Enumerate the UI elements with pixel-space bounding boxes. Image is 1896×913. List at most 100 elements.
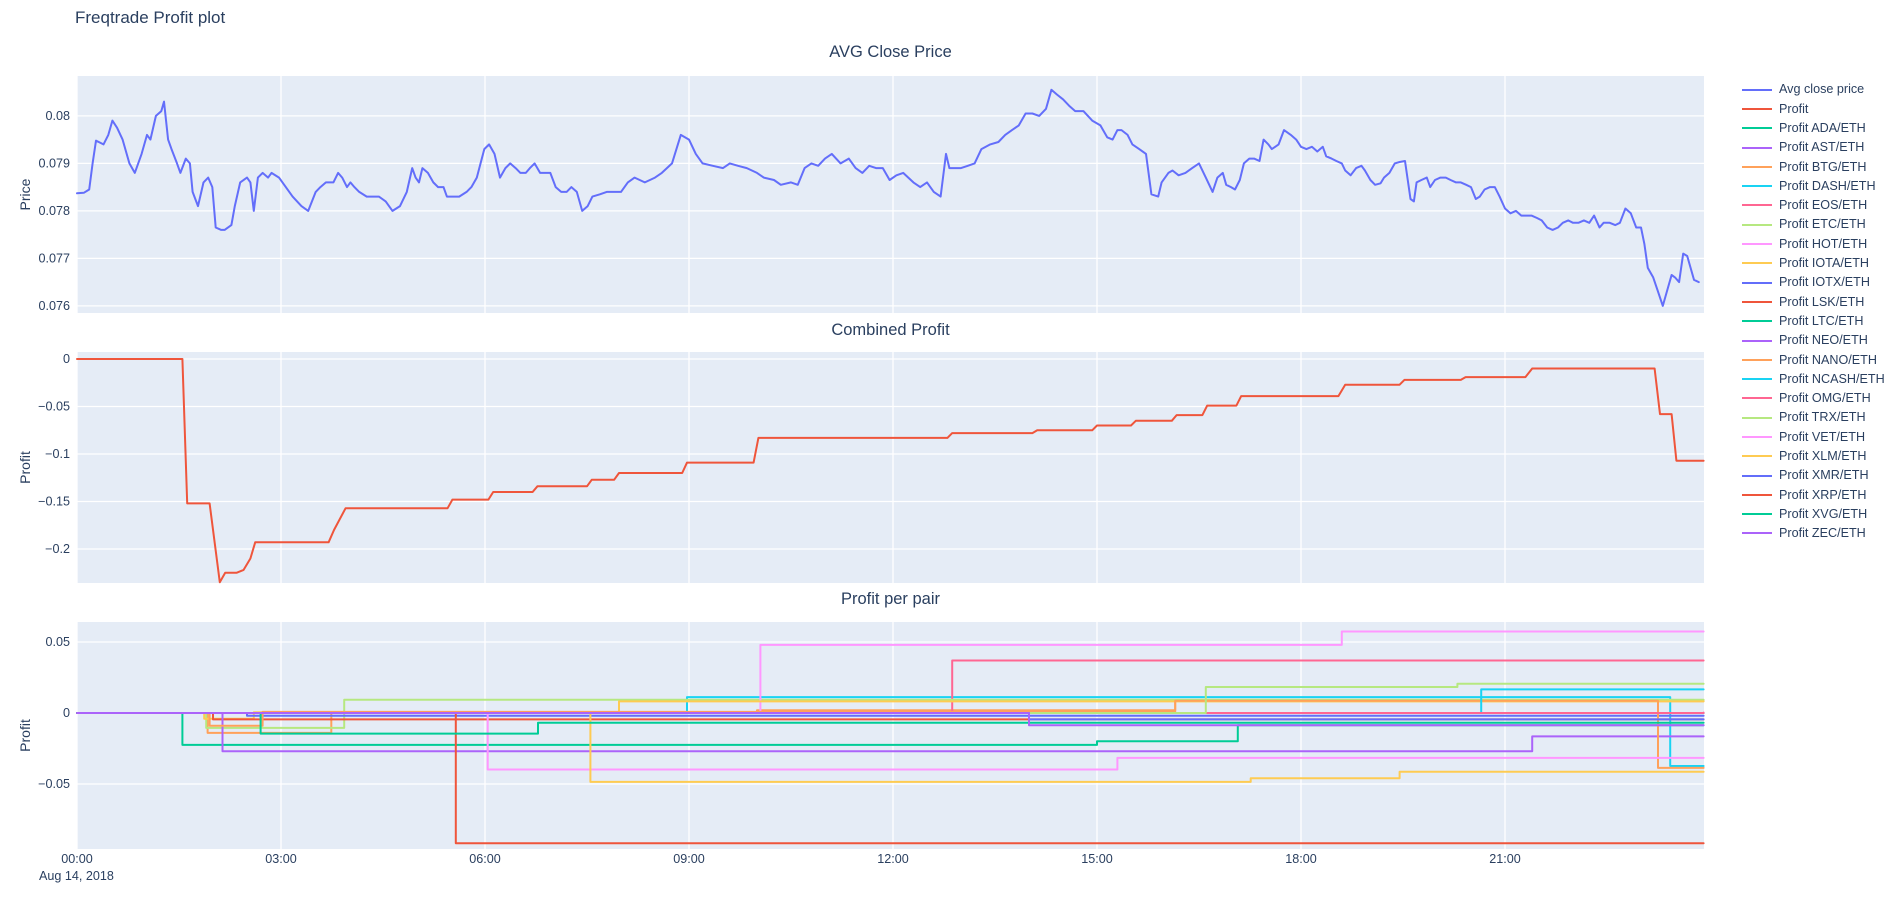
legend-item-label: Profit XVG/ETH — [1779, 506, 1868, 521]
legend-line-swatch — [1742, 262, 1772, 265]
legend-item-profit-ast-eth[interactable]: Profit AST/ETH — [1742, 138, 1885, 157]
subplot-title-profit-per-pair: Profit per pair — [841, 590, 941, 608]
legend-item-profit-xvg-eth[interactable]: Profit XVG/ETH — [1742, 505, 1885, 524]
legend-item-profit-vet-eth[interactable]: Profit VET/ETH — [1742, 427, 1885, 446]
legend-line-swatch — [1742, 320, 1772, 323]
legend-line-swatch — [1742, 378, 1772, 381]
legend-item-profit-xlm-eth[interactable]: Profit XLM/ETH — [1742, 447, 1885, 466]
y-tick-label: −0.2 — [45, 542, 70, 556]
legend-item-label: Profit IOTA/ETH — [1779, 256, 1870, 271]
legend-line-swatch — [1742, 243, 1772, 246]
legend-item-profit-dash-eth[interactable]: Profit DASH/ETH — [1742, 176, 1885, 195]
subplot-profit-per-pair: 0.05 0 −0.05 Profit per pair Profit — [17, 590, 1705, 849]
plot-area-profit-per-pair[interactable] — [77, 622, 1704, 849]
legend: Avg close price Profit Profit ADA/ETH Profi… — [1742, 80, 1885, 543]
series-profit[interactable] — [76, 358, 1705, 584]
legend-item-profit[interactable]: Profit — [1742, 99, 1885, 118]
legend-item-label: Profit NCASH/ETH — [1779, 371, 1885, 386]
legend-item-profit-eos-eth[interactable]: Profit EOS/ETH — [1742, 196, 1885, 215]
legend-item-profit-xmr-eth[interactable]: Profit XMR/ETH — [1742, 466, 1885, 485]
legend-line-swatch — [1742, 281, 1772, 284]
legend-item-label: Profit XRP/ETH — [1779, 487, 1867, 502]
legend-line-swatch — [1742, 107, 1772, 110]
legend-item-label: Profit AST/ETH — [1779, 140, 1865, 155]
legend-item-profit-xrp-eth[interactable]: Profit XRP/ETH — [1742, 485, 1885, 504]
legend-item-profit-ncash-eth[interactable]: Profit NCASH/ETH — [1742, 369, 1885, 388]
x-tick-label: 15:00 — [1081, 852, 1113, 866]
legend-line-swatch — [1742, 532, 1772, 535]
y-axis-title-avg-close-price: Price — [17, 178, 33, 210]
y-axis-title-combined-profit: Profit — [17, 451, 33, 484]
legend-item-profit-nano-eth[interactable]: Profit NANO/ETH — [1742, 350, 1885, 369]
x-axis: 00:00 03:00 06:00 09:00 12:00 15:00 18:00 21:00… — [39, 852, 1521, 883]
legend-line-swatch — [1742, 339, 1772, 342]
y-tick-label: 0.078 — [38, 204, 70, 218]
y-tick-label: 0.077 — [38, 251, 70, 265]
series-avg-close-price[interactable] — [76, 88, 1700, 307]
page-title: Freqtrade Profit plot — [75, 8, 226, 27]
subplot-title-avg-close-price: AVG Close Price — [829, 43, 952, 61]
legend-item-profit-btg-eth[interactable]: Profit BTG/ETH — [1742, 157, 1885, 176]
legend-item-profit-zec-eth[interactable]: Profit ZEC/ETH — [1742, 524, 1885, 543]
legend-item-label: Profit BTG/ETH — [1779, 159, 1867, 174]
legend-line-swatch — [1742, 223, 1772, 226]
legend-item-profit-trx-eth[interactable]: Profit TRX/ETH — [1742, 408, 1885, 427]
y-tick-label: 0 — [63, 706, 70, 720]
legend-item-profit-hot-eth[interactable]: Profit HOT/ETH — [1742, 234, 1885, 253]
legend-item-profit-ada-eth[interactable]: Profit ADA/ETH — [1742, 119, 1885, 138]
legend-item-label: Profit XMR/ETH — [1779, 468, 1869, 483]
legend-item-profit-omg-eth[interactable]: Profit OMG/ETH — [1742, 389, 1885, 408]
series-profit-xlm-eth[interactable] — [76, 712, 1705, 783]
legend-line-swatch — [1742, 185, 1772, 188]
legend-line-swatch — [1742, 300, 1772, 303]
legend-item-profit-lsk-eth[interactable]: Profit LSK/ETH — [1742, 292, 1885, 311]
legend-item-profit-iota-eth[interactable]: Profit IOTA/ETH — [1742, 254, 1885, 273]
legend-item-label: Profit NEO/ETH — [1779, 333, 1868, 348]
legend-item-label: Profit ETC/ETH — [1779, 217, 1866, 232]
legend-item-profit-neo-eth[interactable]: Profit NEO/ETH — [1742, 331, 1885, 350]
legend-item-label: Profit NANO/ETH — [1779, 352, 1877, 367]
plot-area-combined-profit[interactable] — [77, 352, 1704, 583]
plot-area-avg-close-price[interactable] — [77, 76, 1704, 313]
y-tick-label: 0 — [63, 352, 70, 366]
legend-item-profit-ltc-eth[interactable]: Profit LTC/ETH — [1742, 312, 1885, 331]
legend-item-label: Profit HOT/ETH — [1779, 236, 1868, 251]
legend-item-label: Profit EOS/ETH — [1779, 198, 1868, 213]
subplot-title-combined-profit: Combined Profit — [831, 321, 950, 339]
legend-item-label: Avg close price — [1779, 82, 1865, 97]
legend-item-label: Profit VET/ETH — [1779, 429, 1866, 444]
legend-item-label: Profit — [1779, 101, 1809, 116]
series-profit-zec-eth[interactable] — [76, 712, 1705, 727]
legend-item-label: Profit IOTX/ETH — [1779, 275, 1870, 290]
legend-item-profit-iotx-eth[interactable]: Profit IOTX/ETH — [1742, 273, 1885, 292]
x-tick-label: 21:00 — [1489, 852, 1521, 866]
series-profit-ada-eth[interactable] — [76, 712, 1705, 746]
legend-line-swatch — [1742, 397, 1772, 400]
y-tick-label: 0.076 — [38, 299, 70, 313]
x-tick-label: 06:00 — [469, 852, 501, 866]
legend-item-profit-etc-eth[interactable]: Profit ETC/ETH — [1742, 215, 1885, 234]
legend-item-label: Profit DASH/ETH — [1779, 178, 1876, 193]
legend-item-avg-close-price[interactable]: Avg close price — [1742, 80, 1885, 99]
legend-item-label: Profit ZEC/ETH — [1779, 526, 1866, 541]
y-tick-label: 0.08 — [45, 109, 70, 123]
x-tick-label: 03:00 — [265, 852, 297, 866]
legend-item-label: Profit OMG/ETH — [1779, 391, 1871, 406]
legend-line-swatch — [1742, 513, 1772, 516]
subplot-avg-close-price: 0.08 0.079 0.078 0.077 0.076 AVG Close Price P… — [17, 43, 1704, 313]
legend-item-label: Profit TRX/ETH — [1779, 410, 1866, 425]
legend-item-label: Profit LSK/ETH — [1779, 294, 1865, 309]
x-tick-label: 12:00 — [877, 852, 909, 866]
y-tick-label: 0.079 — [38, 156, 70, 170]
x-tick-label: 18:00 — [1285, 852, 1317, 866]
legend-line-swatch — [1742, 127, 1772, 130]
legend-line-swatch — [1742, 358, 1772, 361]
legend-item-label: Profit LTC/ETH — [1779, 313, 1864, 328]
legend-line-swatch — [1742, 455, 1772, 458]
y-tick-label: −0.15 — [38, 495, 70, 509]
series-profit-nano-eth[interactable] — [76, 699, 1705, 769]
legend-line-swatch — [1742, 416, 1772, 419]
legend-line-swatch — [1742, 204, 1772, 207]
